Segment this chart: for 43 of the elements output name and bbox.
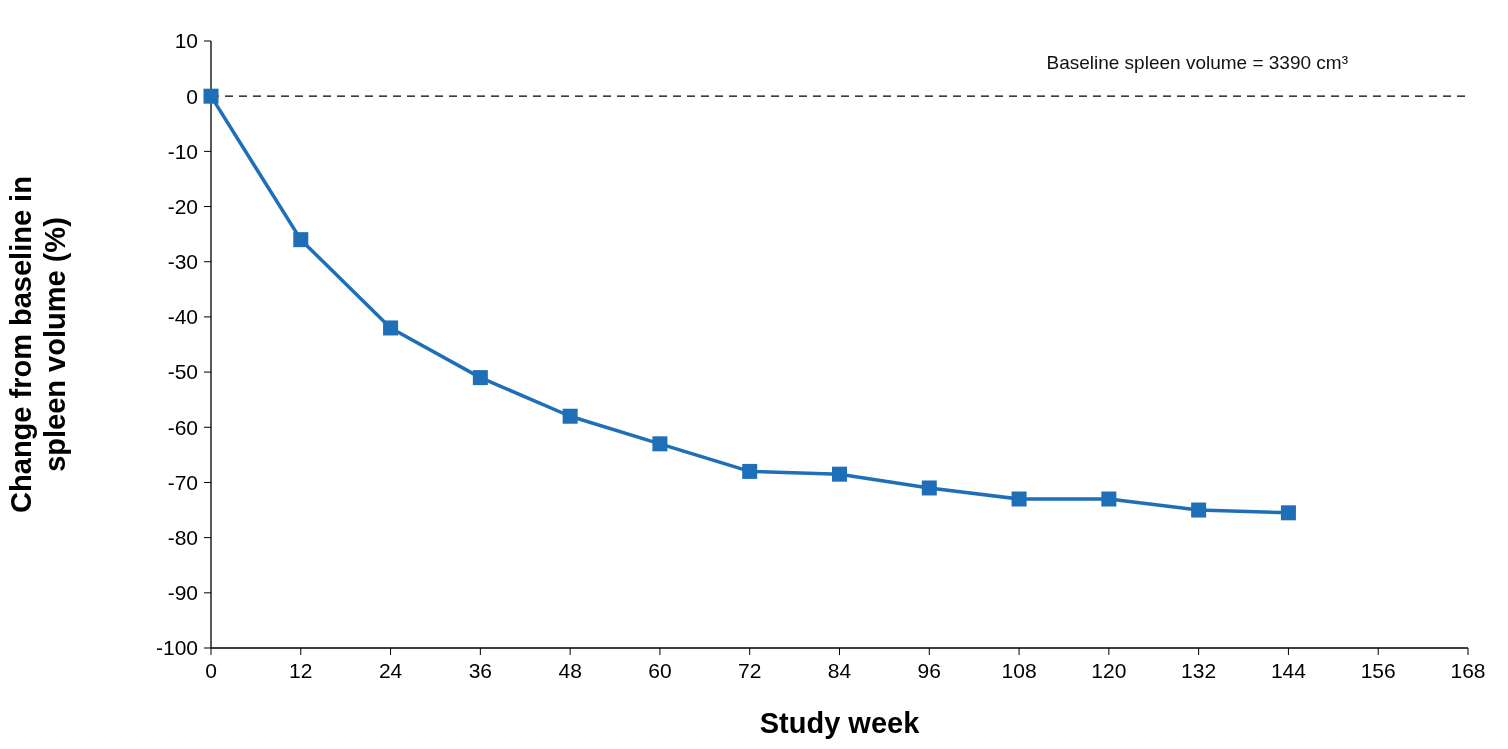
x-tick-label: 84: [827, 659, 852, 682]
x-tick-label: 0: [205, 659, 217, 682]
x-tick-label: 60: [648, 659, 672, 682]
x-tick-label: 24: [378, 659, 403, 682]
y-tick-label: -30: [167, 250, 198, 274]
point: [652, 436, 668, 452]
point: [1011, 491, 1027, 507]
point: [1280, 505, 1296, 521]
point: [383, 320, 399, 336]
x-tick-label: 108: [1001, 659, 1037, 682]
annotation: Baseline spleen volume = 3390 cm³: [1046, 52, 1348, 73]
point: [472, 370, 488, 386]
y-tick-label: 10: [174, 29, 198, 53]
y-tick-label: -90: [167, 581, 198, 605]
y-tick-label: -70: [167, 470, 198, 494]
point: [1191, 502, 1207, 518]
x-tick-label: 156: [1360, 659, 1396, 682]
x-tick-label: 144: [1270, 659, 1307, 682]
point: [293, 232, 309, 248]
point: [742, 463, 758, 479]
y-tick-label: -20: [167, 194, 198, 218]
y-tick-label: -100: [155, 636, 198, 660]
x-axis-title: Study week: [759, 707, 921, 739]
point: [1101, 491, 1117, 507]
point: [832, 466, 847, 482]
point: [203, 88, 219, 104]
x-tick-label: 132: [1181, 659, 1217, 682]
y-tick-label: 0: [186, 84, 198, 108]
y-tick-label: -60: [167, 415, 198, 439]
x-tick-label: 36: [468, 659, 493, 682]
x-tick-label: 72: [738, 659, 762, 682]
x-tick-label: 168: [1450, 659, 1486, 682]
y-tick-label: -10: [167, 139, 198, 163]
x-tick-label: 96: [917, 659, 941, 682]
x-tick-label: 12: [289, 659, 313, 682]
point: [921, 480, 937, 496]
y-tick-label: -40: [167, 305, 198, 329]
y-axis-title: Change from baseline in spleen volume (%): [4, 176, 72, 513]
point: [562, 408, 578, 424]
y-tick-label: -80: [167, 525, 198, 549]
x-tick-label: 48: [558, 659, 582, 682]
x-tick-label: 120: [1091, 659, 1127, 682]
y-tick-label: -50: [167, 360, 198, 384]
